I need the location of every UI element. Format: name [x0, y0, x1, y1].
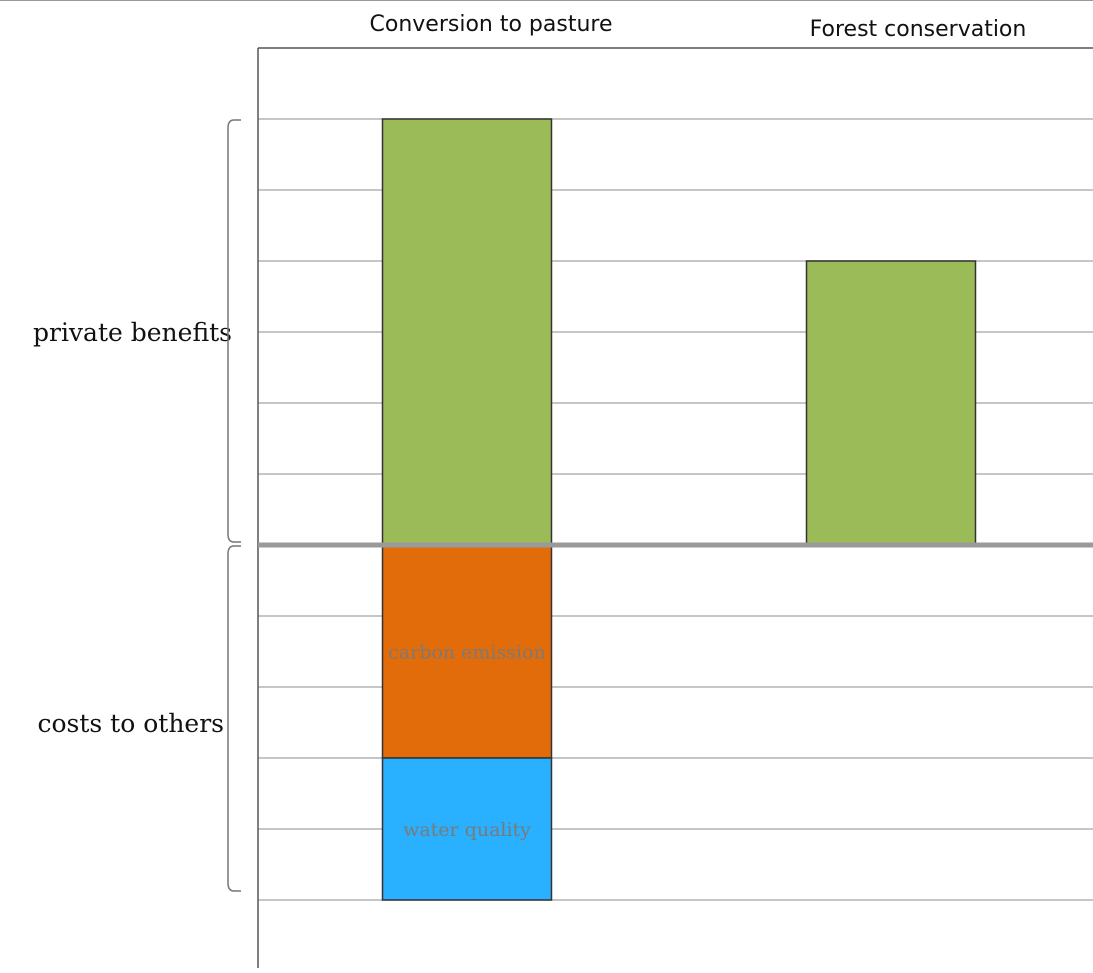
bar-conversion-water [381, 757, 553, 901]
bracket-private-benefits [227, 119, 241, 543]
bar-conversion-benefit [381, 118, 553, 546]
bracket-costs-to-others [227, 545, 241, 892]
bar-segment-label: water quality [403, 819, 531, 841]
bar-forest-benefit [805, 260, 977, 546]
side-label-private-benefits: private benefits [33, 318, 232, 347]
category-label-forest: Forest conservation [810, 17, 1027, 42]
bar-layer: carbon emission water quality [381, 118, 977, 901]
bar-segment-label: carbon emission [388, 642, 546, 664]
category-label-conversion: Conversion to pasture [370, 12, 613, 37]
label-layer: Conversion to pasture Forest conservatio… [33, 12, 1027, 892]
axis-layer [257, 47, 1093, 968]
bar-conversion-carbon [381, 544, 553, 759]
side-label-costs-to-others: costs to others [37, 709, 224, 738]
